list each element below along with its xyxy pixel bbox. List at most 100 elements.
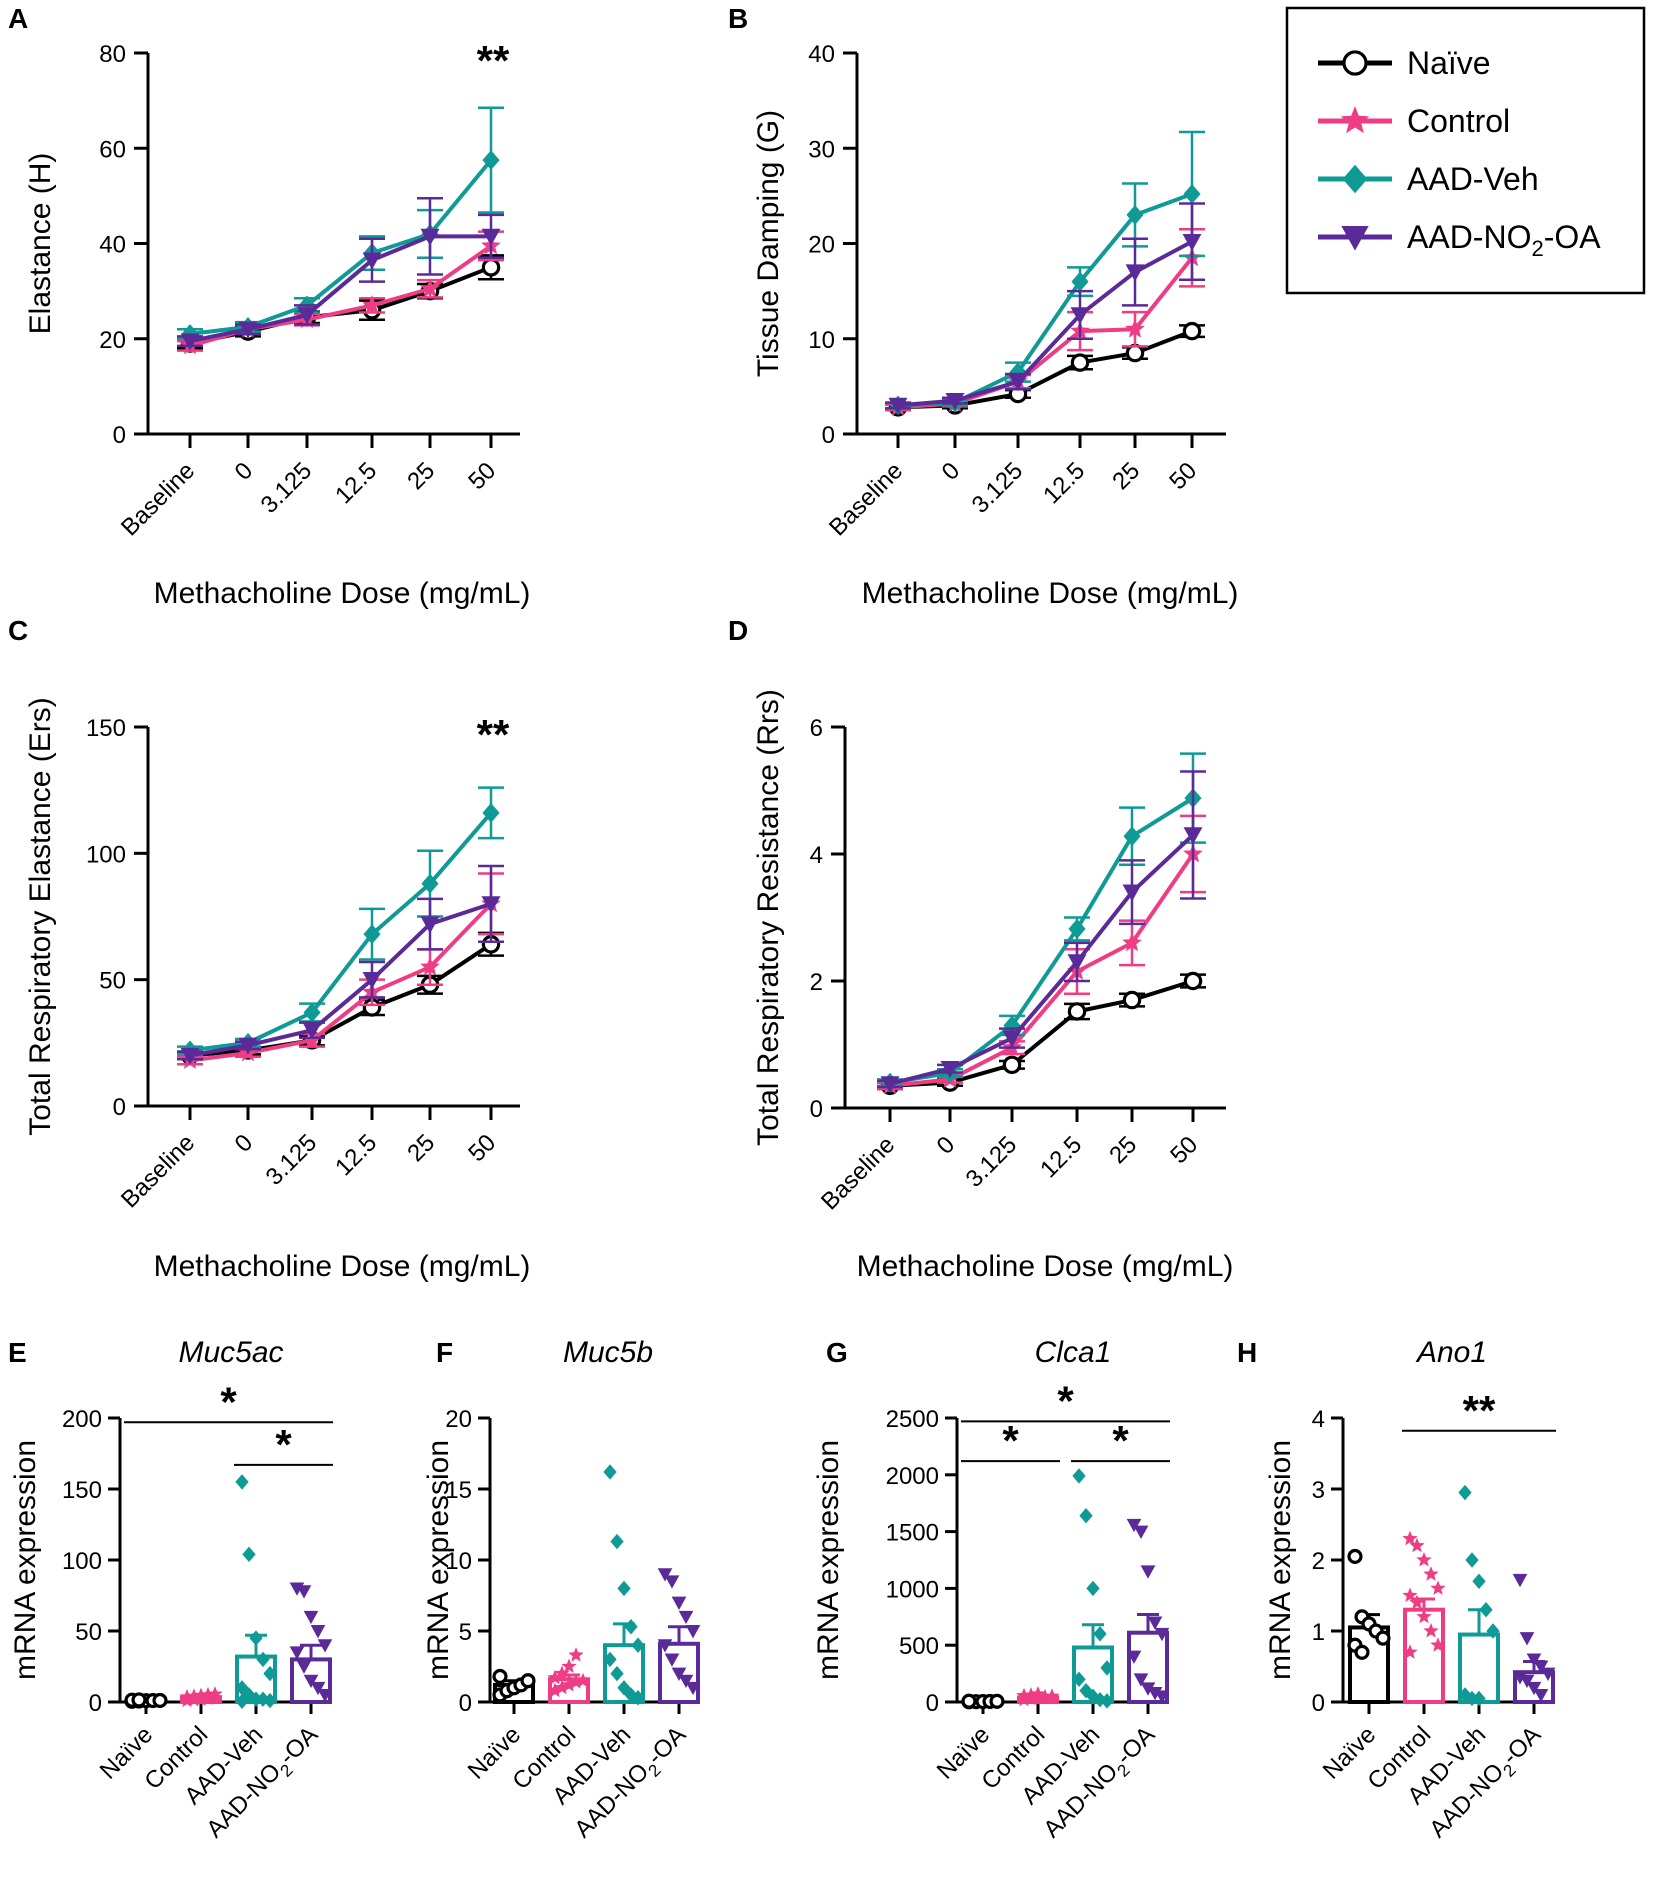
data-point [678, 1610, 694, 1625]
panel-title: Ano1 [1415, 1336, 1487, 1369]
x-tick-label: 12.5 [330, 457, 382, 509]
panel-letter: F [436, 1337, 453, 1368]
x-tick-label: 0 [932, 1131, 961, 1160]
legend-label: AAD-Veh [1407, 161, 1539, 197]
data-point [256, 1691, 270, 1707]
data-point [1533, 1660, 1549, 1674]
data-point [1519, 1674, 1535, 1689]
y-tick-label: 40 [808, 41, 835, 68]
panel-letter: E [8, 1337, 27, 1368]
y-axis-label: Tissue Damping (G) [752, 110, 785, 377]
x-tick-label: 3.125 [967, 457, 1029, 519]
data-point [1100, 1693, 1114, 1709]
y-tick-label: 150 [62, 1477, 102, 1504]
x-tick-label: 50 [1165, 1131, 1203, 1169]
data-point [520, 1673, 536, 1689]
significance-annotation: ** [477, 37, 510, 84]
y-tick-label: 100 [62, 1548, 102, 1575]
x-tick-label: Baseline [816, 1131, 900, 1215]
data-point [664, 1653, 680, 1667]
data-point [685, 1681, 701, 1696]
data-point [1458, 1484, 1472, 1501]
data-point [420, 228, 440, 246]
data-point [610, 1665, 624, 1682]
y-tick-label: 2 [810, 969, 823, 996]
series-control [177, 872, 504, 1069]
x-tick-label: Baseline [116, 457, 200, 541]
data-point [152, 1692, 168, 1708]
data-point [481, 228, 501, 246]
data-point [561, 1676, 577, 1692]
data-point [1526, 1681, 1542, 1696]
legend-marker-circle [1342, 50, 1368, 76]
data-point [1100, 1660, 1114, 1676]
y-tick-label: 20 [445, 1406, 472, 1433]
data-point [1183, 827, 1203, 845]
data-point [1479, 1602, 1493, 1618]
y-tick-label: 1000 [886, 1576, 939, 1603]
series-aad-no2-oa [885, 202, 1205, 415]
x-tick-label: 50 [463, 1129, 501, 1167]
legend-item-3: AAD-NO2-OA [1318, 219, 1601, 261]
y-tick-label: 1 [1312, 1619, 1325, 1646]
data-point [235, 1474, 249, 1490]
data-point [1423, 1623, 1439, 1638]
significance-label: * [275, 1421, 292, 1468]
x-tick-label: 25 [402, 1129, 440, 1167]
y-tick-label: 80 [99, 41, 126, 68]
data-point [1140, 1682, 1156, 1696]
data-point [568, 1674, 584, 1689]
data-point [207, 1686, 223, 1701]
y-tick-label: 10 [445, 1548, 472, 1575]
data-point [1126, 1518, 1142, 1533]
data-point [1154, 1690, 1170, 1704]
data-point [1067, 954, 1087, 972]
data-point [1486, 1623, 1500, 1639]
legend-marker-triangle-down [1341, 225, 1369, 251]
data-point [1540, 1667, 1556, 1681]
y-tick-label: 0 [926, 1690, 939, 1717]
legend-label-main: AAD-Veh [1407, 161, 1539, 197]
series-line [889, 796, 1195, 1085]
legend-item-2: AAD-Veh [1318, 161, 1539, 197]
series-line [889, 852, 1195, 1088]
series-control [877, 814, 1206, 1095]
data-point [617, 1580, 631, 1597]
data-point [131, 1692, 147, 1708]
y-tick-label: 2 [1312, 1548, 1325, 1575]
legend-marker-diamond [1342, 164, 1368, 194]
data-point [310, 1625, 326, 1639]
data-point [1416, 1552, 1432, 1567]
legend-label: AAD-NO2-OA [1407, 219, 1601, 261]
data-point [940, 1060, 960, 1079]
legend-item-0: Naïve [1318, 45, 1491, 81]
data-point [1183, 971, 1203, 991]
y-tick-label: 60 [99, 136, 126, 163]
panel-letter: C [8, 615, 28, 646]
data-point [1125, 318, 1145, 338]
significance-annotation: ** [477, 711, 510, 758]
data-point [420, 956, 440, 976]
data-point [482, 803, 500, 823]
series-line [189, 901, 492, 1058]
data-point [568, 1647, 584, 1662]
x-axis-label: Methacholine Dose (mg/mL) [862, 577, 1239, 610]
x-tick-label: 0 [230, 457, 259, 486]
x-tick-label: Baseline [824, 457, 908, 541]
data-point [297, 307, 317, 325]
data-point [256, 1651, 270, 1668]
x-tick-label: 3.125 [961, 1131, 1023, 1193]
data-point [1472, 1573, 1486, 1589]
data-point [420, 278, 440, 298]
data-point [238, 1037, 258, 1055]
data-point [1526, 1653, 1542, 1667]
series-line [897, 329, 1193, 410]
data-point [1409, 1537, 1425, 1553]
series-line [189, 811, 493, 1053]
y-tick-label: 15 [445, 1477, 472, 1504]
data-point [1071, 271, 1089, 292]
data-point [1122, 884, 1142, 902]
